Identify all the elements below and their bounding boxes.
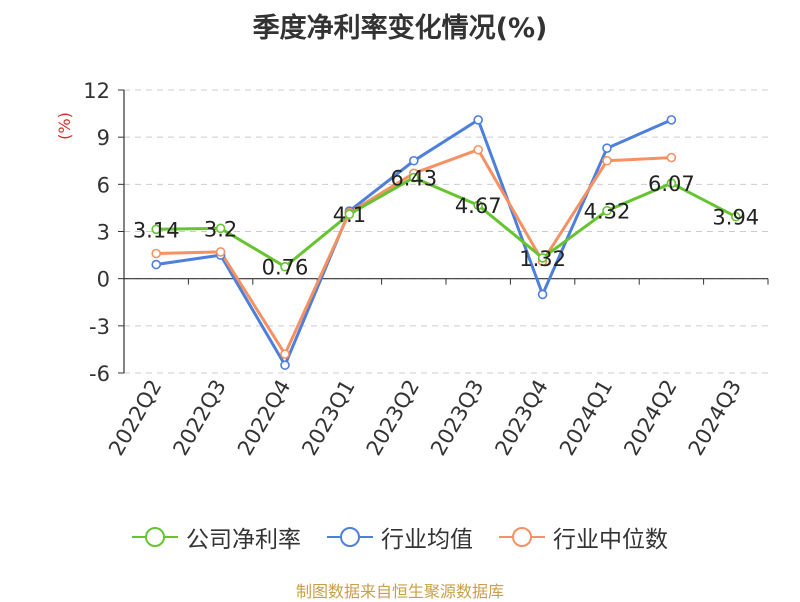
data-label: 6.43 — [390, 167, 437, 191]
data-point — [666, 152, 677, 163]
y-tick-label: -6 — [89, 362, 110, 386]
data-label: 4.67 — [455, 194, 502, 218]
y-tick-label: 12 — [83, 79, 110, 103]
x-tick-label: 2023Q4 — [490, 376, 552, 460]
x-tick-label: 2022Q4 — [233, 376, 295, 460]
legend-marker-icon — [499, 527, 545, 547]
data-point — [344, 209, 355, 220]
series-lines — [154, 118, 738, 367]
data-label: 0.76 — [262, 256, 309, 280]
data-labels: 3.14 3.2 0.76 4.1 6.43 4.67 1.32 4.32 6.07 3.94 — [133, 167, 759, 280]
data-label: 1.32 — [519, 247, 566, 271]
data-label: 3.94 — [712, 206, 759, 230]
data-source-note: 制图数据来自恒生聚源数据库 — [295, 582, 504, 601]
data-label: 3.2 — [204, 217, 237, 241]
data-point — [537, 289, 548, 300]
chart-title: 季度净利率变化情况(%) — [252, 13, 548, 44]
data-point — [280, 261, 290, 272]
data-point — [666, 178, 677, 189]
data-label: 4.32 — [584, 200, 631, 224]
x-tick-label: 2023Q2 — [362, 376, 424, 460]
data-point — [215, 223, 226, 234]
data-point — [730, 211, 741, 222]
data-point — [151, 224, 161, 235]
data-point — [666, 115, 677, 125]
data-point — [473, 115, 484, 125]
data-point — [215, 247, 226, 257]
y-tick-label: 9 — [97, 126, 110, 150]
x-tick-label: 2022Q3 — [168, 376, 230, 460]
legend-label-company: 公司净利率 — [186, 527, 301, 553]
data-point — [151, 248, 161, 259]
y-axis-title: (%) — [55, 112, 74, 140]
y-tick-label: 6 — [97, 173, 110, 197]
data-point — [473, 144, 484, 155]
legend-item-industry-median[interactable]: 行业中位数 — [499, 520, 668, 554]
legend-item-company[interactable]: 公司净利率 — [132, 520, 301, 554]
legend-marker-icon — [132, 527, 178, 547]
x-tick-label: 2024Q1 — [555, 376, 617, 460]
data-point — [280, 360, 290, 370]
y-tick-label: 3 — [97, 221, 110, 245]
x-tick-label: 2023Q1 — [297, 376, 359, 460]
legend-label-industry-average: 行业均值 — [381, 527, 473, 553]
data-point — [151, 259, 161, 270]
data-point — [408, 172, 419, 183]
data-point — [602, 155, 612, 166]
x-tick-label: 2024Q2 — [619, 376, 681, 460]
legend-marker-icon — [327, 527, 373, 547]
data-label: 6.07 — [648, 172, 695, 196]
series-markers — [151, 115, 741, 370]
data-label: 4.1 — [333, 203, 366, 227]
y-tick-label: -3 — [89, 315, 110, 339]
x-tick-label: 2022Q2 — [104, 376, 166, 460]
series-line — [154, 176, 738, 269]
legend: 公司净利率 行业均值 行业中位数 — [0, 520, 800, 554]
data-point — [537, 253, 548, 263]
legend-item-industry-average[interactable]: 行业均值 — [327, 520, 473, 554]
data-point — [280, 349, 290, 359]
x-tick-label: 2024Q3 — [684, 376, 746, 460]
data-label: 3.14 — [133, 218, 180, 242]
legend-label-industry-median: 行业中位数 — [553, 527, 668, 553]
x-tick-label: 2023Q3 — [426, 376, 488, 460]
data-point — [473, 200, 484, 211]
data-point — [602, 143, 612, 153]
y-tick-label: 0 — [97, 268, 110, 292]
data-point — [602, 205, 612, 216]
data-point — [408, 155, 419, 166]
